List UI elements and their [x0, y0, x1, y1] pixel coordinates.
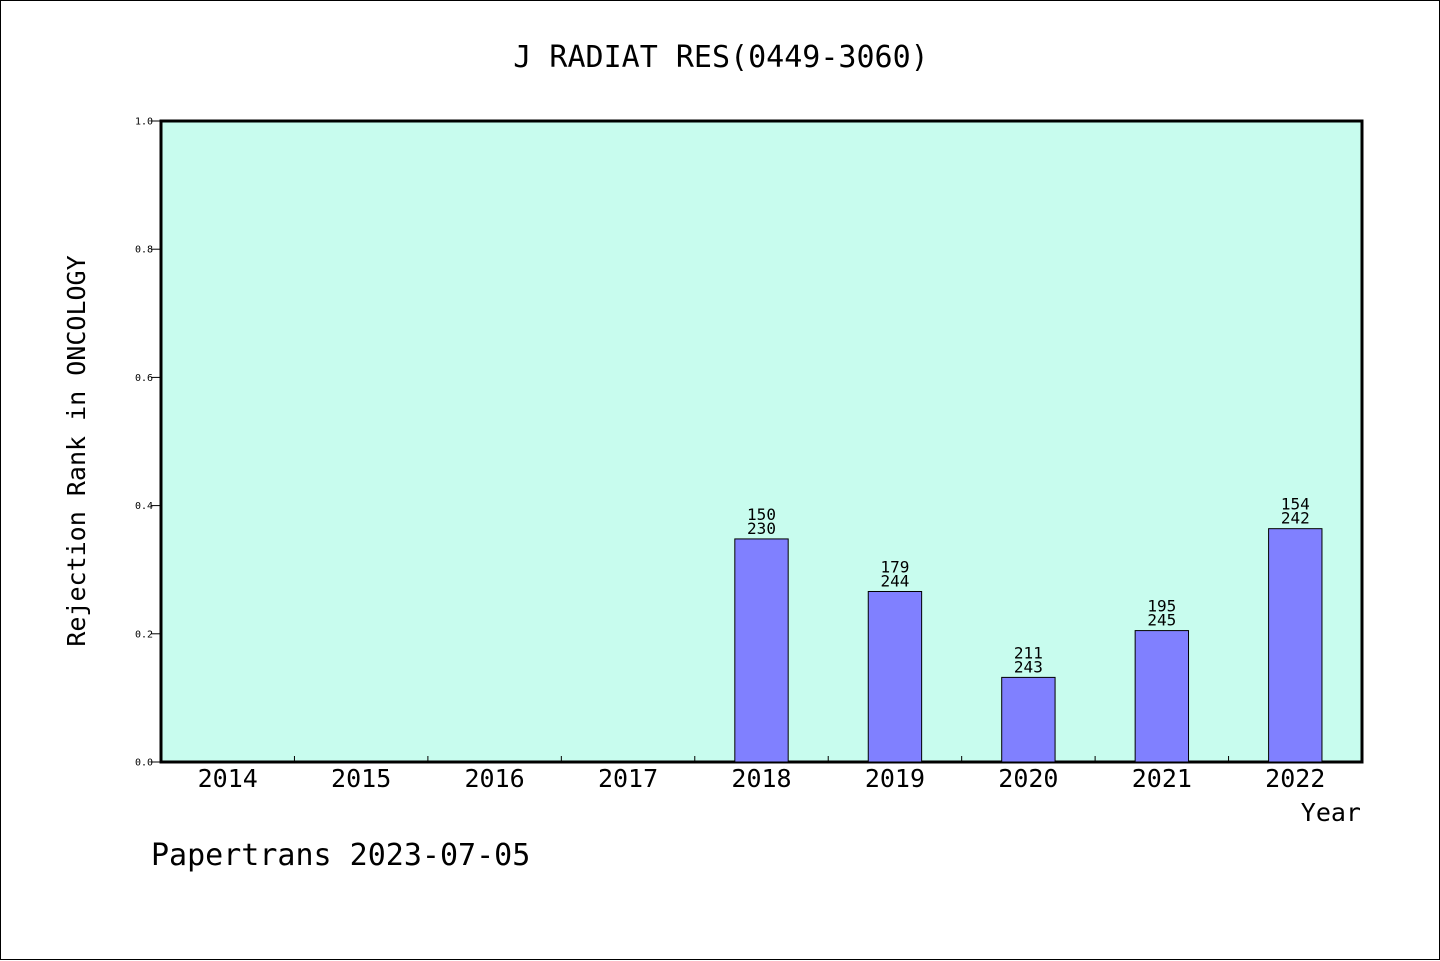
bar-label-rank: 211: [1014, 643, 1043, 662]
y-tick-label: 0.8: [135, 245, 153, 256]
x-tick-label: 2018: [731, 764, 791, 793]
footer-credit: Papertrans 2023-07-05: [151, 838, 530, 873]
x-axis: 2014 2015 2016 2017 2018 2019 2020 2021 2022: [198, 756, 1325, 793]
x-tick-label: 2014: [198, 764, 258, 793]
y-tick-label: 0.0: [135, 758, 153, 769]
bar-label-total: 243: [1014, 657, 1043, 676]
y-tick-label: 0.6: [135, 373, 153, 384]
x-tick-label: 2020: [998, 764, 1058, 793]
bar-label-rank: 195: [1147, 597, 1176, 616]
bar-label-total: 244: [880, 571, 909, 590]
bar-label-rank: 150: [747, 505, 776, 524]
x-tick-label: 2017: [598, 764, 658, 793]
bar-2021: [1134, 630, 1190, 763]
x-axis-label: Year: [1301, 798, 1361, 827]
bar-label-total: 245: [1147, 611, 1176, 630]
y-tick-label: 0.4: [135, 501, 153, 512]
bar-label-total: 242: [1281, 509, 1310, 528]
x-tick-label: 2021: [1132, 764, 1192, 793]
y-tick-label: 1.0: [135, 117, 153, 128]
chart-title: J RADIAT RES(0449-3060): [513, 40, 928, 75]
y-axis: 0.0 0.2 0.4 0.6 0.8 1.0: [135, 117, 161, 769]
bar-2019: [867, 590, 923, 763]
bar-label-rank: 154: [1281, 495, 1310, 514]
x-tick-label: 2015: [331, 764, 391, 793]
bar-label-rank: 179: [880, 557, 909, 576]
bar-label-total: 230: [747, 519, 776, 538]
y-axis-label: Rejection Rank in ONCOLOGY: [62, 255, 91, 646]
x-tick-label: 2022: [1265, 764, 1325, 793]
x-tick-label: 2016: [465, 764, 525, 793]
bar-2018: [734, 538, 789, 763]
x-tick-label: 2019: [865, 764, 925, 793]
bar-2020: [1001, 676, 1056, 763]
bar-2022: [1268, 528, 1323, 763]
y-tick-label: 0.2: [135, 629, 153, 640]
